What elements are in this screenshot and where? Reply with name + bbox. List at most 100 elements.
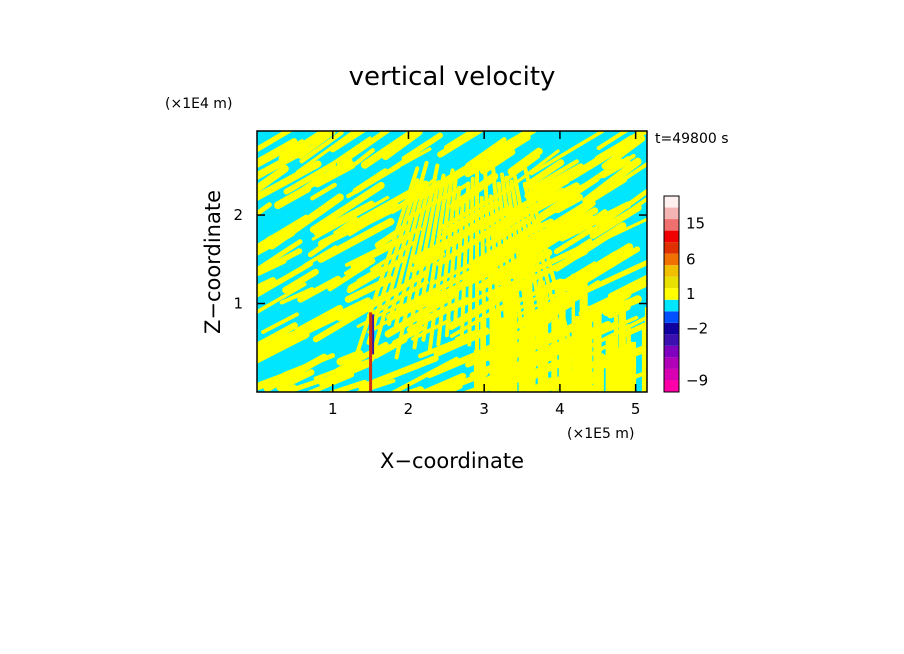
positive-velocity-band [312,304,373,343]
positive-velocity-band [257,239,303,274]
positive-velocity-band [573,316,581,392]
positive-velocity-band [257,164,289,208]
x-axis-ticks: 1 2 3 4 5 [328,131,640,418]
positive-velocity-band [566,132,643,182]
positive-velocity-band [421,181,449,342]
plot-frame [256,130,648,393]
positive-velocity-band [329,131,374,153]
positive-velocity-band [257,338,279,358]
x-tick-label: 3 [479,400,489,418]
positive-velocity-band [492,373,568,392]
positive-velocity-band [524,163,585,200]
x-axis-label: X−coordinate [380,449,524,473]
colorbar-swatch [664,196,679,208]
colorbar-label: 15 [686,215,705,233]
positive-velocity-band [369,160,429,363]
time-label: t=49800 s [655,131,729,147]
colorbar-swatch [664,207,679,220]
x-tick-label: 1 [328,400,338,418]
positive-velocity-band [257,384,297,392]
downdraft-plume [372,314,375,355]
positive-velocity-band [437,131,501,158]
positive-velocity-band [452,195,466,328]
positive-velocity-band [511,149,560,187]
positive-velocity-band [257,261,314,311]
positive-velocity-band [366,178,420,345]
positive-velocity-band [393,191,429,332]
positive-velocity-band [257,282,307,316]
positive-velocity-band [605,336,615,392]
positive-velocity-band [318,359,372,387]
positive-velocity-band [333,216,358,235]
colorbar-swatch [664,253,679,266]
positive-velocity-band [531,159,579,190]
positive-velocity-band [386,197,424,326]
positive-velocity-band [613,315,619,392]
positive-velocity-band [396,386,425,392]
colorbar-swatch [664,334,679,346]
positive-velocity-band [426,352,479,378]
positive-velocity-band [257,145,311,191]
positive-velocity-band [313,200,375,236]
positive-velocity-band [500,172,526,351]
plot-area [256,130,648,393]
positive-velocity-band [596,337,602,392]
positive-velocity-band [257,138,298,185]
positive-velocity-band [348,214,382,237]
positive-velocity-band [257,366,306,392]
positive-velocity-band [295,131,369,174]
colorbar-label: 6 [686,250,696,268]
positive-velocity-band [523,280,533,392]
positive-velocity-band [276,369,315,391]
positive-velocity-band [551,297,558,392]
positive-velocity-band [347,270,379,292]
positive-velocity-band [257,139,304,184]
positive-velocity-band [589,204,642,239]
positive-velocity-band [297,275,342,303]
positive-velocity-band [307,215,367,258]
positive-velocity-band [564,347,572,392]
positive-velocity-band [265,377,326,392]
positive-velocity-band [553,226,595,255]
positive-velocity-band [309,181,385,234]
positive-velocity-band [522,159,565,190]
positive-velocity-band [352,168,389,195]
positive-velocity-band [257,229,296,265]
colorbar-label: 1 [686,285,696,303]
positive-velocity-band [399,147,432,167]
y-tick-label: 1 [233,295,243,313]
positive-velocity-band [596,131,636,151]
positive-velocity-band [489,290,495,392]
positive-velocity-band [257,160,322,202]
positive-velocity-band [394,163,440,360]
colorbar: −9 −2 1 6 15 [663,195,708,393]
positive-velocity-band [562,251,625,292]
updraft-plume [369,312,373,392]
colorbar-label: −9 [686,371,708,389]
colorbar-swatch [664,368,679,381]
positive-velocity-band [360,131,422,169]
colorbar-swatch [664,265,679,277]
positive-velocity-band [459,181,471,342]
positive-velocity-band [601,135,646,170]
positive-velocity-band [558,279,566,392]
positive-velocity-band [444,185,462,338]
positive-velocity-band [582,157,642,205]
positive-velocity-band [619,301,623,392]
positive-velocity-band [313,161,356,188]
positive-velocity-band [540,290,549,392]
positive-velocity-band [274,184,312,210]
positive-velocity-band [619,302,626,392]
positive-velocity-band [314,378,396,392]
positive-velocity-band [294,379,368,392]
positive-velocity-band [579,278,588,392]
positive-velocity-band [310,182,337,201]
z-unit-label: (×1E4 m) [165,96,232,112]
positive-velocity-band [344,248,384,276]
colorbar-swatch [664,345,679,358]
positive-velocity-band [529,131,605,176]
positive-velocity-band [503,154,541,182]
positive-velocity-band [412,173,446,350]
colorbar-swatch [664,380,679,392]
